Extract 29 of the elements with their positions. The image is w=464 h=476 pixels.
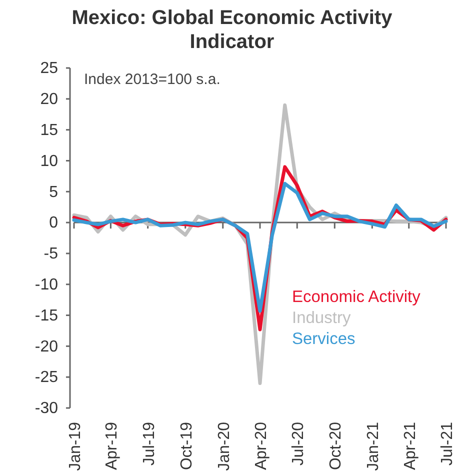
y-tick-label: -20 (34, 338, 58, 356)
line-series (72, 182, 448, 313)
x-tick-label: Jul-21 (439, 422, 456, 466)
x-tick-label: Jan-19 (67, 422, 84, 471)
chart-title: Mexico: Global Economic Activity Indicator (72, 7, 394, 53)
y-tick-label: -15 (34, 307, 58, 324)
y-tick-label: -30 (34, 400, 58, 418)
x-tick-label: Apr-20 (253, 422, 270, 470)
x-tick-label: Oct-19 (178, 422, 196, 470)
y-tick-label: -5 (44, 246, 58, 263)
y-tick-label: -10 (34, 276, 58, 294)
y-tick-label: 20 (40, 91, 58, 108)
x-tick-label: Jan-21 (365, 422, 382, 471)
text: Services (292, 330, 356, 348)
y-tick-label: 25 (40, 60, 58, 78)
x-tick-label: Jul-20 (290, 422, 308, 466)
y-tick-label: 5 (49, 184, 58, 201)
series-label: Economic Activity (292, 288, 422, 306)
x-tick-label: Oct-20 (328, 422, 345, 470)
x-tick-label: Apr-21 (402, 422, 419, 470)
annotation: Index 2013=100 s.a. (84, 71, 220, 88)
y-tick-label: 10 (40, 152, 58, 170)
y-tick-label: 0 (49, 214, 58, 232)
x-tick-label: Apr-19 (104, 422, 121, 470)
x-tick-label: Jul-19 (140, 422, 158, 466)
x-tick-label: Jan-20 (216, 422, 233, 471)
series-label: Industry (292, 309, 352, 327)
y-tick-label: -25 (34, 369, 58, 386)
y-tick-label: 15 (40, 122, 58, 139)
